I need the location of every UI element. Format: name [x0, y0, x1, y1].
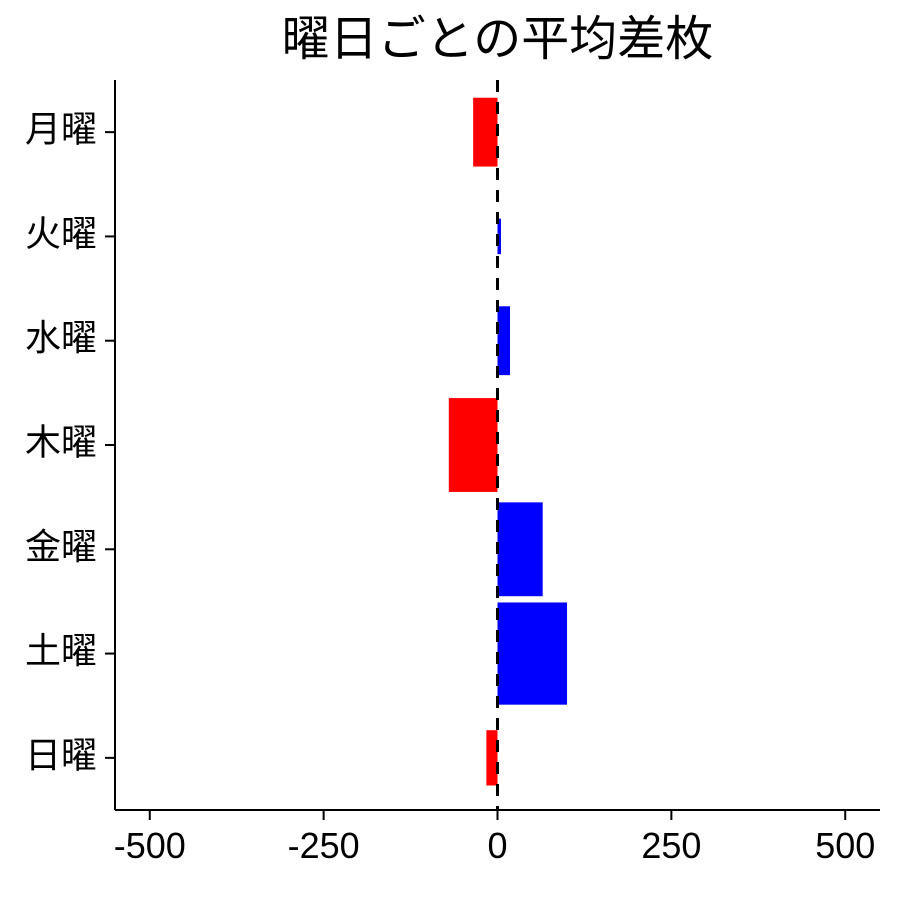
chart-title: 曜日ごとの平均差枚: [282, 13, 714, 66]
y-tick-label: 水曜: [25, 317, 97, 358]
bar-日曜: [486, 730, 497, 785]
y-tick-label: 木曜: [25, 422, 97, 463]
x-tick-label: -500: [114, 825, 186, 866]
y-tick-label: 日曜: [25, 734, 97, 775]
bar-水曜: [498, 306, 511, 375]
bar-土曜: [498, 602, 568, 704]
x-tick-label: 250: [641, 825, 701, 866]
chart-container: 曜日ごとの平均差枚月曜火曜水曜木曜金曜土曜日曜 -500 -250 0 250 500: [0, 0, 900, 900]
bars-group: [449, 98, 567, 786]
y-tick-label: 月曜: [25, 109, 97, 150]
bar-月曜: [473, 98, 497, 167]
bar-金曜: [498, 502, 543, 596]
y-tick-label: 土曜: [25, 630, 97, 671]
y-tick-label: 火曜: [25, 213, 97, 254]
y-tick-label: 金曜: [25, 526, 97, 567]
x-tick-label: 500: [815, 825, 875, 866]
x-tick-label: 0: [487, 825, 507, 866]
bar-chart-svg: 曜日ごとの平均差枚月曜火曜水曜木曜金曜土曜日曜 -500 -250 0 250 500: [0, 0, 900, 900]
x-tick-label: -250: [288, 825, 360, 866]
bar-木曜: [449, 398, 498, 492]
